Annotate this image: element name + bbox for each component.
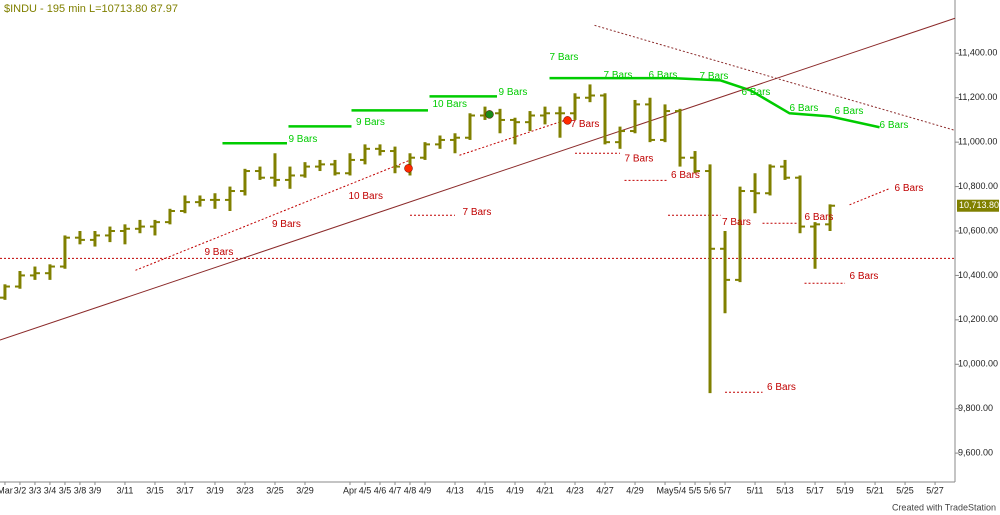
bar-count-label: 7 Bars — [700, 71, 729, 82]
bar-count-label: 9 Bars — [499, 87, 528, 98]
bar-count-label: 6 Bars — [850, 271, 879, 282]
bar-count-label: 6 Bars — [880, 120, 909, 131]
x-tick-label: 5/5 — [689, 485, 702, 495]
x-tick-label: 5/7 — [719, 485, 732, 495]
bar-count-label: 6 Bars — [835, 106, 864, 117]
x-tick-label: 4/15 — [476, 485, 494, 495]
overlay-line — [849, 187, 891, 206]
overlay-line — [549, 76, 880, 129]
overlay-line — [135, 159, 411, 271]
bar-count-label: 9 Bars — [288, 134, 317, 145]
bar-count-label: 6 Bars — [805, 212, 834, 223]
x-tick-label: 5/19 — [836, 485, 854, 495]
bar-count-label: 6 Bars — [895, 183, 924, 194]
x-tick-label: 3/5 — [59, 485, 72, 495]
y-tick-label: 11,000.00 — [958, 137, 997, 147]
x-tick-label: Apr — [343, 485, 357, 495]
bar-count-label: 7 Bars — [604, 70, 633, 81]
y-tick-label: 10,000.00 — [958, 359, 998, 369]
x-tick-label: 3/3 — [29, 485, 42, 495]
x-tick-label: 4/27 — [596, 485, 614, 495]
x-tick-label: 3/23 — [236, 485, 254, 495]
x-tick-label: 3/17 — [176, 485, 194, 495]
y-tick-label: 10,600.00 — [958, 225, 998, 235]
x-tick-label: 5/11 — [747, 485, 764, 495]
x-tick-label: 4/19 — [506, 485, 524, 495]
signal-dot — [485, 110, 494, 119]
x-tick-label: 3/25 — [266, 485, 284, 495]
x-tick-label: 3/15 — [146, 485, 164, 495]
x-tick-label: 3/9 — [89, 485, 102, 495]
signal-dot — [404, 164, 413, 173]
bar-count-label: 6 Bars — [742, 87, 771, 98]
x-tick-label: May — [657, 485, 675, 495]
y-tick-label: 10,800.00 — [958, 181, 998, 191]
signal-dot — [563, 116, 572, 125]
overlay-line — [0, 17, 956, 341]
bar-count-label: 7 Bars — [462, 207, 491, 218]
y-tick-label: 10,400.00 — [958, 270, 998, 280]
bar-count-label: 10 Bars — [432, 99, 466, 110]
x-tick-label: 4/7 — [389, 485, 402, 495]
bar-count-label: 9 Bars — [272, 219, 301, 230]
last-price-box — [957, 199, 999, 212]
x-tick-label: 5/17 — [806, 485, 824, 495]
x-tick-label: Mar — [0, 485, 13, 495]
bar-count-label: 7 Bars — [722, 217, 751, 228]
bar-count-label: 6 Bars — [790, 103, 819, 114]
x-tick-label: 5/4 — [674, 485, 687, 495]
overlay-line — [594, 24, 956, 131]
x-tick-label: 3/4 — [44, 485, 57, 495]
x-tick-label: 5/21 — [866, 485, 884, 495]
overlay-line — [459, 119, 565, 156]
bar-count-label: 6 Bars — [767, 382, 796, 393]
x-tick-label: 4/5 — [359, 485, 372, 495]
bar-count-label: 7 Bars — [625, 153, 654, 164]
x-tick-label: 4/21 — [536, 485, 554, 495]
chart-title: $INDU - 195 min L=10713.80 87.97 — [4, 3, 178, 15]
y-tick-label: 9,600.00 — [958, 447, 993, 457]
x-tick-label: 5/25 — [896, 485, 914, 495]
x-tick-label: 3/2 — [14, 485, 27, 495]
bar-count-label: 6 Bars — [671, 170, 700, 181]
x-tick-label: 4/13 — [446, 485, 464, 495]
bar-count-label: 6 Bars — [649, 70, 678, 81]
x-tick-label: 5/27 — [926, 485, 944, 495]
bar-count-label: 7 Bars — [571, 119, 600, 130]
x-tick-label: 3/19 — [206, 485, 224, 495]
x-tick-label: 4/8 — [404, 485, 417, 495]
bar-count-label: 10 Bars — [348, 191, 382, 202]
x-tick-label: 5/13 — [776, 485, 794, 495]
last-price-label: 10,713.80 — [959, 200, 999, 210]
x-tick-label: 4/9 — [419, 485, 432, 495]
bar-count-label: 7 Bars — [550, 52, 579, 63]
x-tick-label: 3/8 — [74, 485, 87, 495]
y-tick-label: 10,200.00 — [958, 314, 998, 324]
x-tick-label: 4/23 — [566, 485, 584, 495]
x-tick-label: 5/6 — [704, 485, 717, 495]
bar-count-label: 9 Bars — [204, 247, 233, 258]
x-tick-label: 4/6 — [374, 485, 387, 495]
bar-count-label: 9 Bars — [356, 117, 385, 128]
x-tick-label: 3/29 — [296, 485, 314, 495]
y-tick-label: 9,800.00 — [958, 403, 993, 413]
x-tick-label: 3/11 — [117, 485, 134, 495]
y-tick-label: 11,400.00 — [958, 48, 997, 58]
footer: Created with TradeStation — [892, 502, 996, 512]
x-tick-label: 4/29 — [626, 485, 644, 495]
y-tick-label: 11,200.00 — [958, 92, 997, 102]
